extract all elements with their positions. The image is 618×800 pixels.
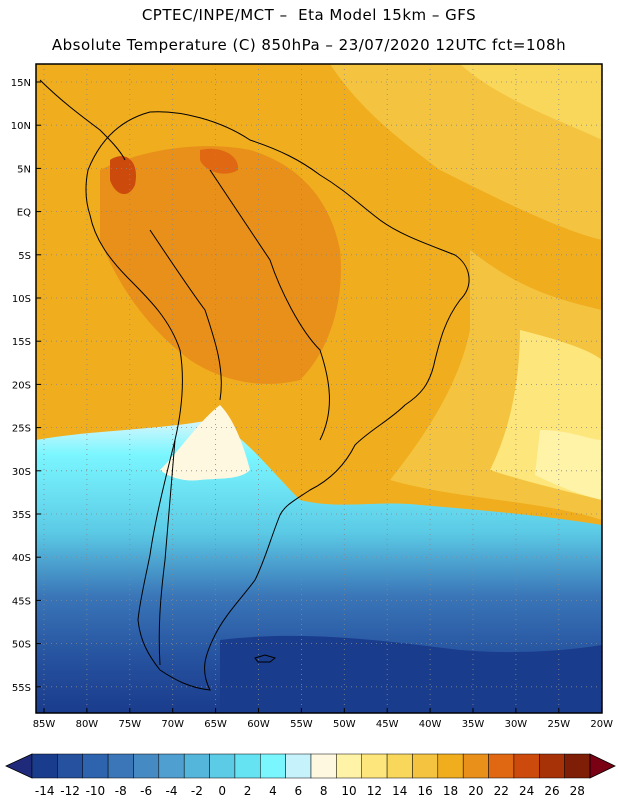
colorbar-segment — [336, 753, 362, 779]
latitude-label: 30S — [12, 467, 31, 478]
colorbar-segment — [183, 753, 210, 779]
north-atlantic-light-region — [460, 64, 602, 140]
longitude-label: 55W — [290, 719, 313, 730]
colorbar-label: 12 — [367, 784, 382, 798]
falkland-islands — [254, 654, 277, 663]
longitude-label: 45W — [376, 719, 399, 730]
colorbar-label: -14 — [35, 784, 55, 798]
colorbar-high-arrow — [589, 753, 616, 779]
colorbar-label: -4 — [166, 784, 178, 798]
hot-spot-venezuela — [200, 148, 239, 174]
cold-air-mass — [36, 420, 602, 713]
longitude-label: 80W — [76, 719, 99, 730]
latitude-label: 50S — [12, 640, 31, 651]
argentina-chile-border — [158, 439, 176, 666]
colorbar-segment — [31, 753, 58, 779]
longitude-label: 35W — [462, 719, 485, 730]
latitude-label: 40S — [12, 553, 31, 564]
latitude-label: 25S — [12, 424, 31, 435]
latitude-label: 10N — [11, 121, 31, 132]
andes-border — [149, 229, 222, 401]
latitude-label: 55S — [12, 683, 31, 694]
map-title-line-2: Absolute Temperature (C) 850hPa – 23/07/… — [51, 36, 567, 54]
colorbar-segment — [412, 753, 439, 779]
colorbar-label: 16 — [417, 784, 432, 798]
colorbar-segment — [107, 753, 134, 779]
colorbar-low-arrow — [5, 753, 33, 779]
latitude-label: 10S — [12, 294, 31, 305]
longitude-label: 65W — [204, 719, 227, 730]
longitude-label: 75W — [118, 719, 141, 730]
colorbar-label: 4 — [269, 784, 277, 798]
colorbar-label: 22 — [494, 784, 509, 798]
colorbar-label: 20 — [468, 784, 483, 798]
colorbar-segment — [513, 753, 540, 779]
longitude-labels: 85W 80W 75W 70W 65W 60W 55W 50W 45W 40W 35W 30W 25W 2… — [33, 708, 613, 730]
longitude-label: 40W — [419, 719, 442, 730]
colorbar-segment — [310, 753, 337, 779]
longitude-label: 30W — [505, 719, 528, 730]
colorbar-segment — [386, 753, 413, 779]
colorbar-segment — [209, 753, 236, 779]
colorbar-label: -6 — [140, 784, 152, 798]
colorbar-segment — [564, 753, 591, 779]
colorbar-segment — [158, 753, 185, 779]
longitude-label: 60W — [247, 719, 270, 730]
longitude-label: 20W — [590, 719, 613, 730]
temperature-field — [36, 64, 602, 713]
latitude-label: EQ — [17, 208, 31, 219]
latitude-label: 5S — [18, 251, 31, 262]
map-frame — [35, 63, 603, 714]
colorbar-segment — [260, 753, 286, 779]
longitude-label: 25W — [547, 719, 570, 730]
latitude-label: 15N — [11, 78, 31, 89]
south-america-coastline — [85, 111, 470, 691]
colorbar-label: -8 — [115, 784, 127, 798]
colorbar-segment — [285, 753, 312, 779]
colorbar-label: 18 — [443, 784, 458, 798]
colorbar: -14 -12 -10 -8 -6 -4 -2 0 2 4 6 8 10 12 14 16 18 20 22 24 26… — [5, 753, 616, 798]
colorbar-label: 28 — [570, 784, 585, 798]
colorbar-segment — [82, 753, 109, 779]
deep-cold-region — [220, 635, 602, 713]
colorbar-segment — [462, 753, 489, 779]
cold-front-edge — [160, 405, 250, 481]
colorbar-segment — [437, 753, 464, 779]
colorbar-label: 2 — [244, 784, 252, 798]
latitude-labels: 15N 10N 5N EQ 5S 10S 15S 20S 25S 30S 35S 40S 45S 50S 5… — [11, 78, 41, 694]
longitude-label: 85W — [33, 719, 56, 730]
map-title-line-1: CPTEC/INPE/MCT – Eta Model 15km – GFS — [141, 6, 477, 24]
latitude-label: 35S — [12, 510, 31, 521]
latitude-label: 45S — [12, 596, 31, 607]
colorbar-segment — [133, 753, 160, 779]
latitude-label: 5N — [17, 164, 31, 175]
colorbar-label: -2 — [191, 784, 203, 798]
coastlines — [39, 79, 470, 691]
colorbar-label: 6 — [294, 784, 302, 798]
south-atlantic-very-pale-region — [535, 430, 602, 500]
brazil-border — [209, 169, 330, 441]
continent-warm-region — [100, 146, 341, 384]
colorbar-label: 26 — [544, 784, 559, 798]
colorbar-label: -10 — [86, 784, 106, 798]
latitude-label: 15S — [12, 337, 31, 348]
colorbar-segment — [57, 753, 83, 779]
latitude-label: 20S — [12, 380, 31, 391]
colorbar-segment — [361, 753, 388, 779]
longitude-label: 70W — [161, 719, 184, 730]
colorbar-label: 8 — [320, 784, 328, 798]
colorbar-label: 10 — [341, 784, 356, 798]
colorbar-segment — [234, 753, 261, 779]
colorbar-label: 24 — [519, 784, 534, 798]
colorbar-segment — [539, 753, 565, 779]
colorbar-label: 0 — [218, 784, 226, 798]
colorbar-label: 14 — [392, 784, 407, 798]
colorbar-segment — [488, 753, 515, 779]
colorbar-label: -12 — [60, 784, 80, 798]
central-america-coastline — [39, 79, 126, 161]
longitude-label: 50W — [333, 719, 356, 730]
